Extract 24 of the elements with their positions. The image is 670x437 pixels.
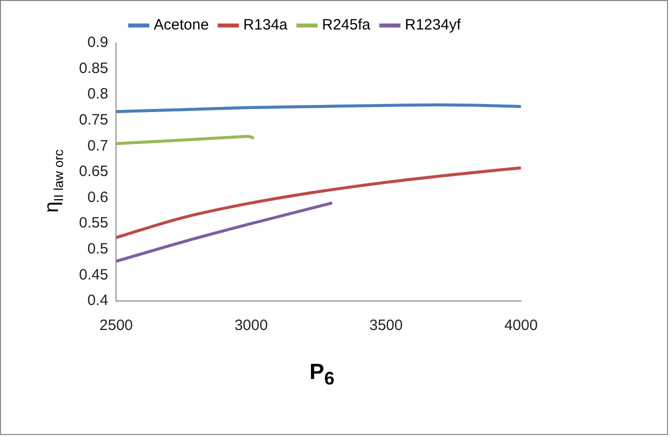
y-tick-label: 0.85: [78, 60, 108, 77]
y-tick-label: 0.75: [78, 112, 108, 129]
y-tick-label: 0.8: [87, 86, 108, 103]
line-series: [116, 201, 334, 263]
legend-label: R134a: [243, 16, 288, 34]
y-tick-label: 0.5: [87, 240, 108, 258]
legend-label: R1234yf: [404, 16, 462, 34]
x-tick-label: 3500: [369, 317, 403, 334]
y-tick-label: 0.55: [78, 214, 108, 232]
y-tick-label: 0.9: [87, 34, 108, 52]
x-tick-label: 3000: [234, 317, 268, 334]
line-series: [116, 134, 256, 146]
y-tick-label: 0.65: [78, 163, 108, 180]
y-tick-label: 0.4: [87, 292, 108, 310]
x-tick-label: 2500: [100, 317, 133, 334]
line-series: [116, 166, 521, 240]
y-tick-label: 0.6: [87, 188, 108, 206]
y-tick-label: 0.45: [78, 266, 108, 284]
y-tick-label: 0.7: [87, 137, 108, 154]
line-series: [116, 103, 521, 114]
legend-label: Acetone: [154, 16, 209, 34]
x-tick-label: 4000: [504, 317, 538, 334]
legend-label: R245fa: [322, 16, 372, 34]
x-axis-title: P$_{6}$: [308, 359, 336, 390]
